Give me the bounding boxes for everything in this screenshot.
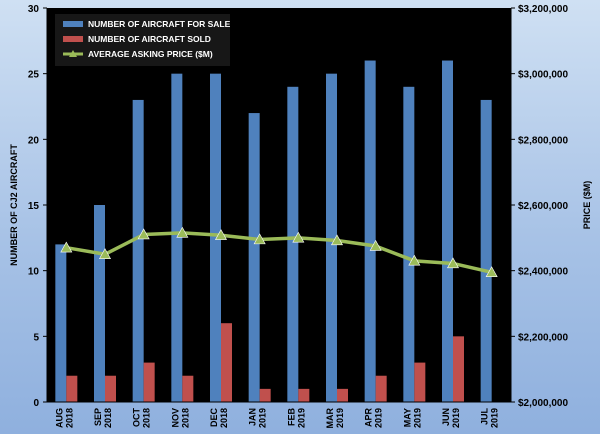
bar-for-sale: [132, 99, 144, 402]
x-tick-label: 2019: [258, 408, 268, 428]
x-tick-label: MAY: [402, 408, 412, 427]
x-tick-label: 2018: [180, 408, 190, 428]
y2-axis-title: PRICE ($M): [582, 181, 592, 230]
x-tick-label: 2019: [490, 408, 500, 428]
price-marker: [137, 228, 150, 240]
price-marker: [369, 239, 382, 251]
x-tick-label: AUG: [54, 408, 64, 428]
x-tick-label: FEB: [286, 407, 296, 426]
x-tick-label: 2019: [412, 408, 422, 428]
bar-for-sale: [326, 73, 337, 403]
price-marker: [292, 231, 305, 243]
bar-sold: [105, 375, 116, 402]
x-tick-label: 2018: [219, 408, 229, 428]
y2-tick-label: $2,400,000: [518, 267, 568, 278]
x-tick-label: JUN: [441, 408, 451, 426]
y-axis-title: NUMBER OF CJ2 AIRCRAFT: [9, 144, 19, 266]
y2-tick-label: $2,200,000: [518, 332, 568, 343]
x-tick-label: OCT: [132, 408, 142, 428]
bar-sold: [221, 323, 232, 402]
bar-sold: [337, 388, 348, 402]
legend-swatch: [63, 36, 83, 42]
x-tick-label: DEC: [209, 408, 219, 428]
x-tick-label: 2019: [335, 408, 345, 428]
y-tick-label: 25: [28, 70, 40, 81]
legend-label: NUMBER OF AIRCRAFT FOR SALE: [88, 19, 231, 29]
bar-for-sale: [248, 113, 260, 403]
legend-box: [55, 14, 230, 66]
bar-for-sale: [364, 60, 376, 403]
x-tick-label: 2019: [451, 408, 461, 428]
legend-marker-swatch: [69, 50, 77, 57]
y-tick-label: 30: [28, 4, 40, 15]
price-marker: [330, 234, 344, 246]
y-tick-label: 5: [33, 332, 39, 343]
x-tick-label: JUL: [480, 408, 490, 426]
y2-tick-label: $3,000,000: [518, 70, 568, 81]
x-tick-label: SEP: [93, 408, 103, 426]
bar-sold: [414, 362, 426, 402]
bar-for-sale: [403, 86, 415, 403]
bar-sold: [66, 375, 78, 402]
price-marker: [176, 226, 189, 238]
x-tick-label: NOV: [170, 408, 180, 428]
bar-for-sale: [94, 205, 105, 402]
price-marker: [98, 248, 112, 259]
bar-for-sale: [210, 73, 221, 403]
x-tick-label: 2018: [103, 408, 113, 428]
bar-sold: [259, 388, 271, 402]
bar-sold: [453, 336, 464, 402]
x-tick-label: 2018: [142, 408, 152, 428]
x-tick-label: MAR: [325, 408, 335, 429]
y2-tick-label: $2,600,000: [518, 201, 568, 212]
price-marker: [446, 257, 460, 269]
price-marker: [253, 233, 266, 245]
bar-for-sale: [480, 99, 492, 402]
y2-tick-label: $2,000,000: [518, 398, 568, 409]
bar-for-sale: [171, 73, 183, 403]
x-tick-label: 2019: [296, 408, 306, 428]
bar-sold: [298, 388, 310, 402]
y2-tick-label: $2,800,000: [518, 135, 568, 146]
bar-for-sale: [287, 86, 299, 403]
y2-tick-label: $3,200,000: [518, 4, 568, 15]
price-line: [66, 231, 493, 275]
price-marker: [214, 229, 228, 240]
legend-label: AVERAGE ASKING PRICE ($M): [88, 49, 213, 59]
bar-for-sale: [55, 244, 67, 402]
x-tick-label: JAN: [248, 408, 258, 426]
y-tick-label: 20: [28, 135, 40, 146]
plot-area: [47, 8, 511, 402]
x-tick-label: 2018: [64, 408, 74, 428]
price-marker: [60, 241, 73, 253]
bar-sold: [143, 362, 155, 402]
y-tick-label: 15: [28, 201, 40, 212]
bar-sold: [182, 375, 194, 402]
x-tick-label: 2019: [374, 408, 384, 428]
price-marker: [485, 266, 498, 278]
y-tick-label: 10: [28, 267, 40, 278]
x-tick-label: APR: [364, 408, 374, 428]
bar-for-sale: [442, 60, 453, 403]
price-marker: [408, 254, 421, 266]
legend-label: NUMBER OF AIRCRAFT SOLD: [88, 34, 211, 44]
y-tick-label: 0: [33, 398, 39, 409]
legend-swatch: [63, 21, 83, 27]
bar-sold: [375, 375, 387, 402]
